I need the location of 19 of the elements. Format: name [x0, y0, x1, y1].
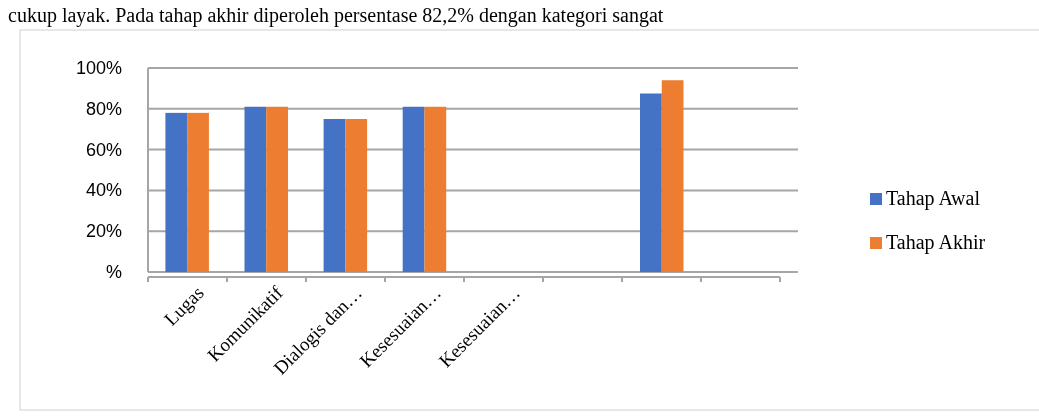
legend-label: Tahap Awal	[886, 187, 981, 210]
bar	[345, 119, 368, 272]
bar	[402, 106, 425, 272]
y-tick-label: 20%	[85, 221, 122, 242]
bar	[323, 119, 346, 272]
bar	[661, 80, 684, 272]
bar	[244, 106, 267, 272]
text: cukup layak. Pada tahap akhir diperoleh persentase 82,2% dengan kategori sangat	[8, 4, 664, 27]
y-tick-label: %	[105, 262, 122, 282]
y-tick-label: 60%	[85, 139, 122, 160]
bar	[266, 106, 289, 272]
y-tick-label: 40%	[85, 180, 122, 201]
legend-label: Tahap Akhir	[886, 231, 986, 254]
y-tick-label: 100%	[75, 58, 122, 78]
bar	[424, 106, 447, 272]
y-tick-label: 80%	[85, 98, 122, 119]
bar	[187, 112, 209, 272]
bar	[165, 112, 188, 272]
bar	[640, 93, 662, 272]
